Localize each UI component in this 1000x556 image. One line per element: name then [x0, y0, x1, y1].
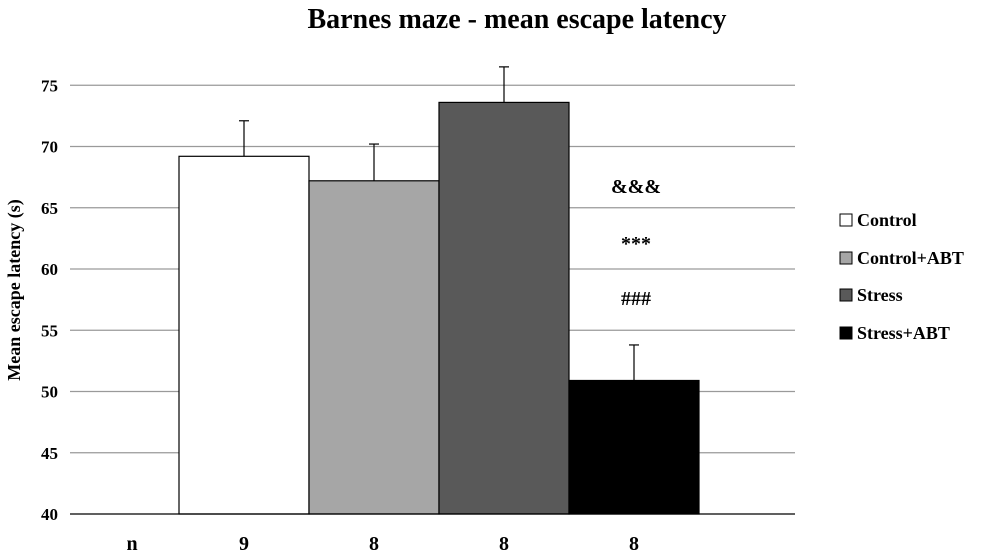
- n-value: 9: [239, 533, 249, 555]
- y-tick-labels: 40 45 50 55 60 65 70 75: [41, 76, 58, 524]
- n-values: 9 8 8 8: [239, 533, 639, 555]
- bar-stress: [438, 101, 570, 515]
- bars: [178, 101, 700, 515]
- legend-swatch: [839, 213, 853, 227]
- legend-label: Stress+ABT: [857, 323, 950, 343]
- y-tick-label: 75: [41, 76, 58, 95]
- n-value: 8: [629, 533, 639, 555]
- y-tick-label: 50: [41, 383, 58, 402]
- significance-annotation: &&&: [611, 176, 661, 198]
- legend-swatch: [839, 251, 853, 265]
- significance-annotation: ***: [621, 233, 651, 255]
- legend-swatch: [839, 288, 853, 302]
- significance-annotation: ###: [621, 288, 651, 310]
- legend-swatch: [839, 326, 853, 340]
- n-value: 8: [499, 533, 509, 555]
- y-axis-label: Mean escape latency (s): [4, 199, 25, 380]
- legend-label: Control: [857, 210, 917, 230]
- y-tick-label: 70: [41, 138, 58, 157]
- bar-stress-abt: [568, 379, 700, 515]
- y-tick-label: 40: [41, 505, 58, 524]
- y-tick-label: 60: [41, 260, 58, 279]
- n-value: 8: [369, 533, 379, 555]
- y-tick-label: 45: [41, 444, 58, 463]
- legend-label: Control+ABT: [857, 248, 964, 268]
- chart-title: Barnes maze - mean escape latency: [307, 4, 726, 35]
- significance-annotations: &&& *** ###: [611, 176, 661, 310]
- y-tick-label: 55: [41, 321, 58, 340]
- error-bars: [239, 66, 639, 381]
- n-row-label: n: [126, 533, 137, 555]
- bar-control-abt: [308, 180, 440, 515]
- y-tick-label: 65: [41, 199, 58, 218]
- bar-control: [178, 155, 310, 515]
- legend: Control Control+ABT Stress Stress+ABT: [839, 210, 964, 343]
- legend-label: Stress: [857, 285, 903, 305]
